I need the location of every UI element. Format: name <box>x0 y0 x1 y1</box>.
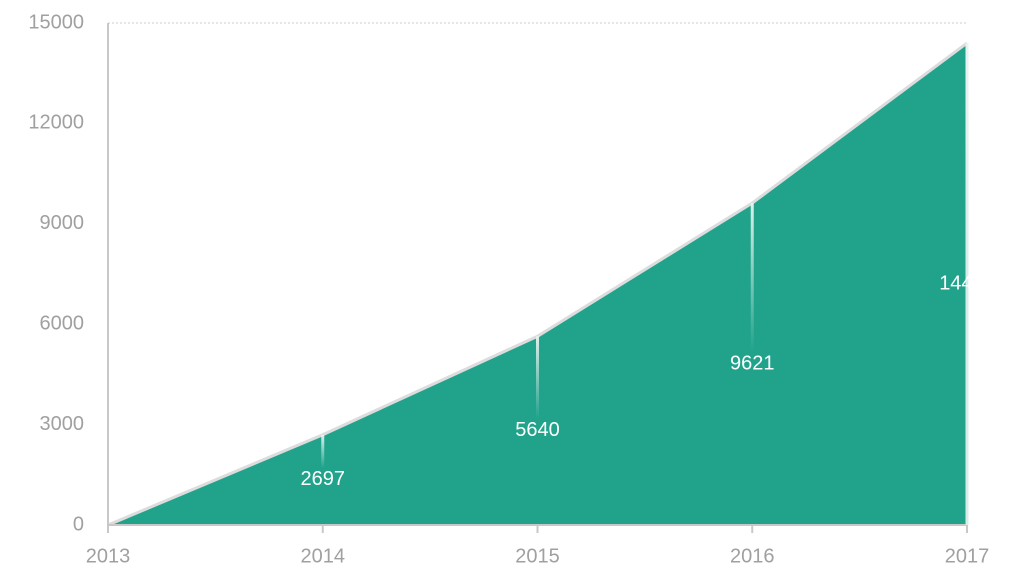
data-label: 14401 <box>939 272 995 294</box>
y-tick-label: 9000 <box>40 212 85 234</box>
x-tick-label: 2016 <box>730 545 775 567</box>
leader-line <box>321 434 325 468</box>
y-tick-label: 3000 <box>40 413 85 435</box>
area <box>108 43 967 525</box>
data-label: 9621 <box>730 352 775 374</box>
data-label: 2697 <box>301 468 346 490</box>
x-tick-label: 2017 <box>945 545 990 567</box>
data-label: 5640 <box>515 419 560 441</box>
y-tick-label: 6000 <box>40 312 85 334</box>
y-tick-label: 15000 <box>28 11 84 33</box>
leader-line <box>965 43 969 273</box>
y-tick-label: 12000 <box>28 112 84 134</box>
x-tick-label: 2013 <box>86 545 131 567</box>
leader-line <box>750 203 754 353</box>
x-tick-label: 2015 <box>515 545 560 567</box>
x-tick-label: 2014 <box>301 545 346 567</box>
leader-line <box>536 336 539 419</box>
y-tick-label: 0 <box>73 513 84 535</box>
